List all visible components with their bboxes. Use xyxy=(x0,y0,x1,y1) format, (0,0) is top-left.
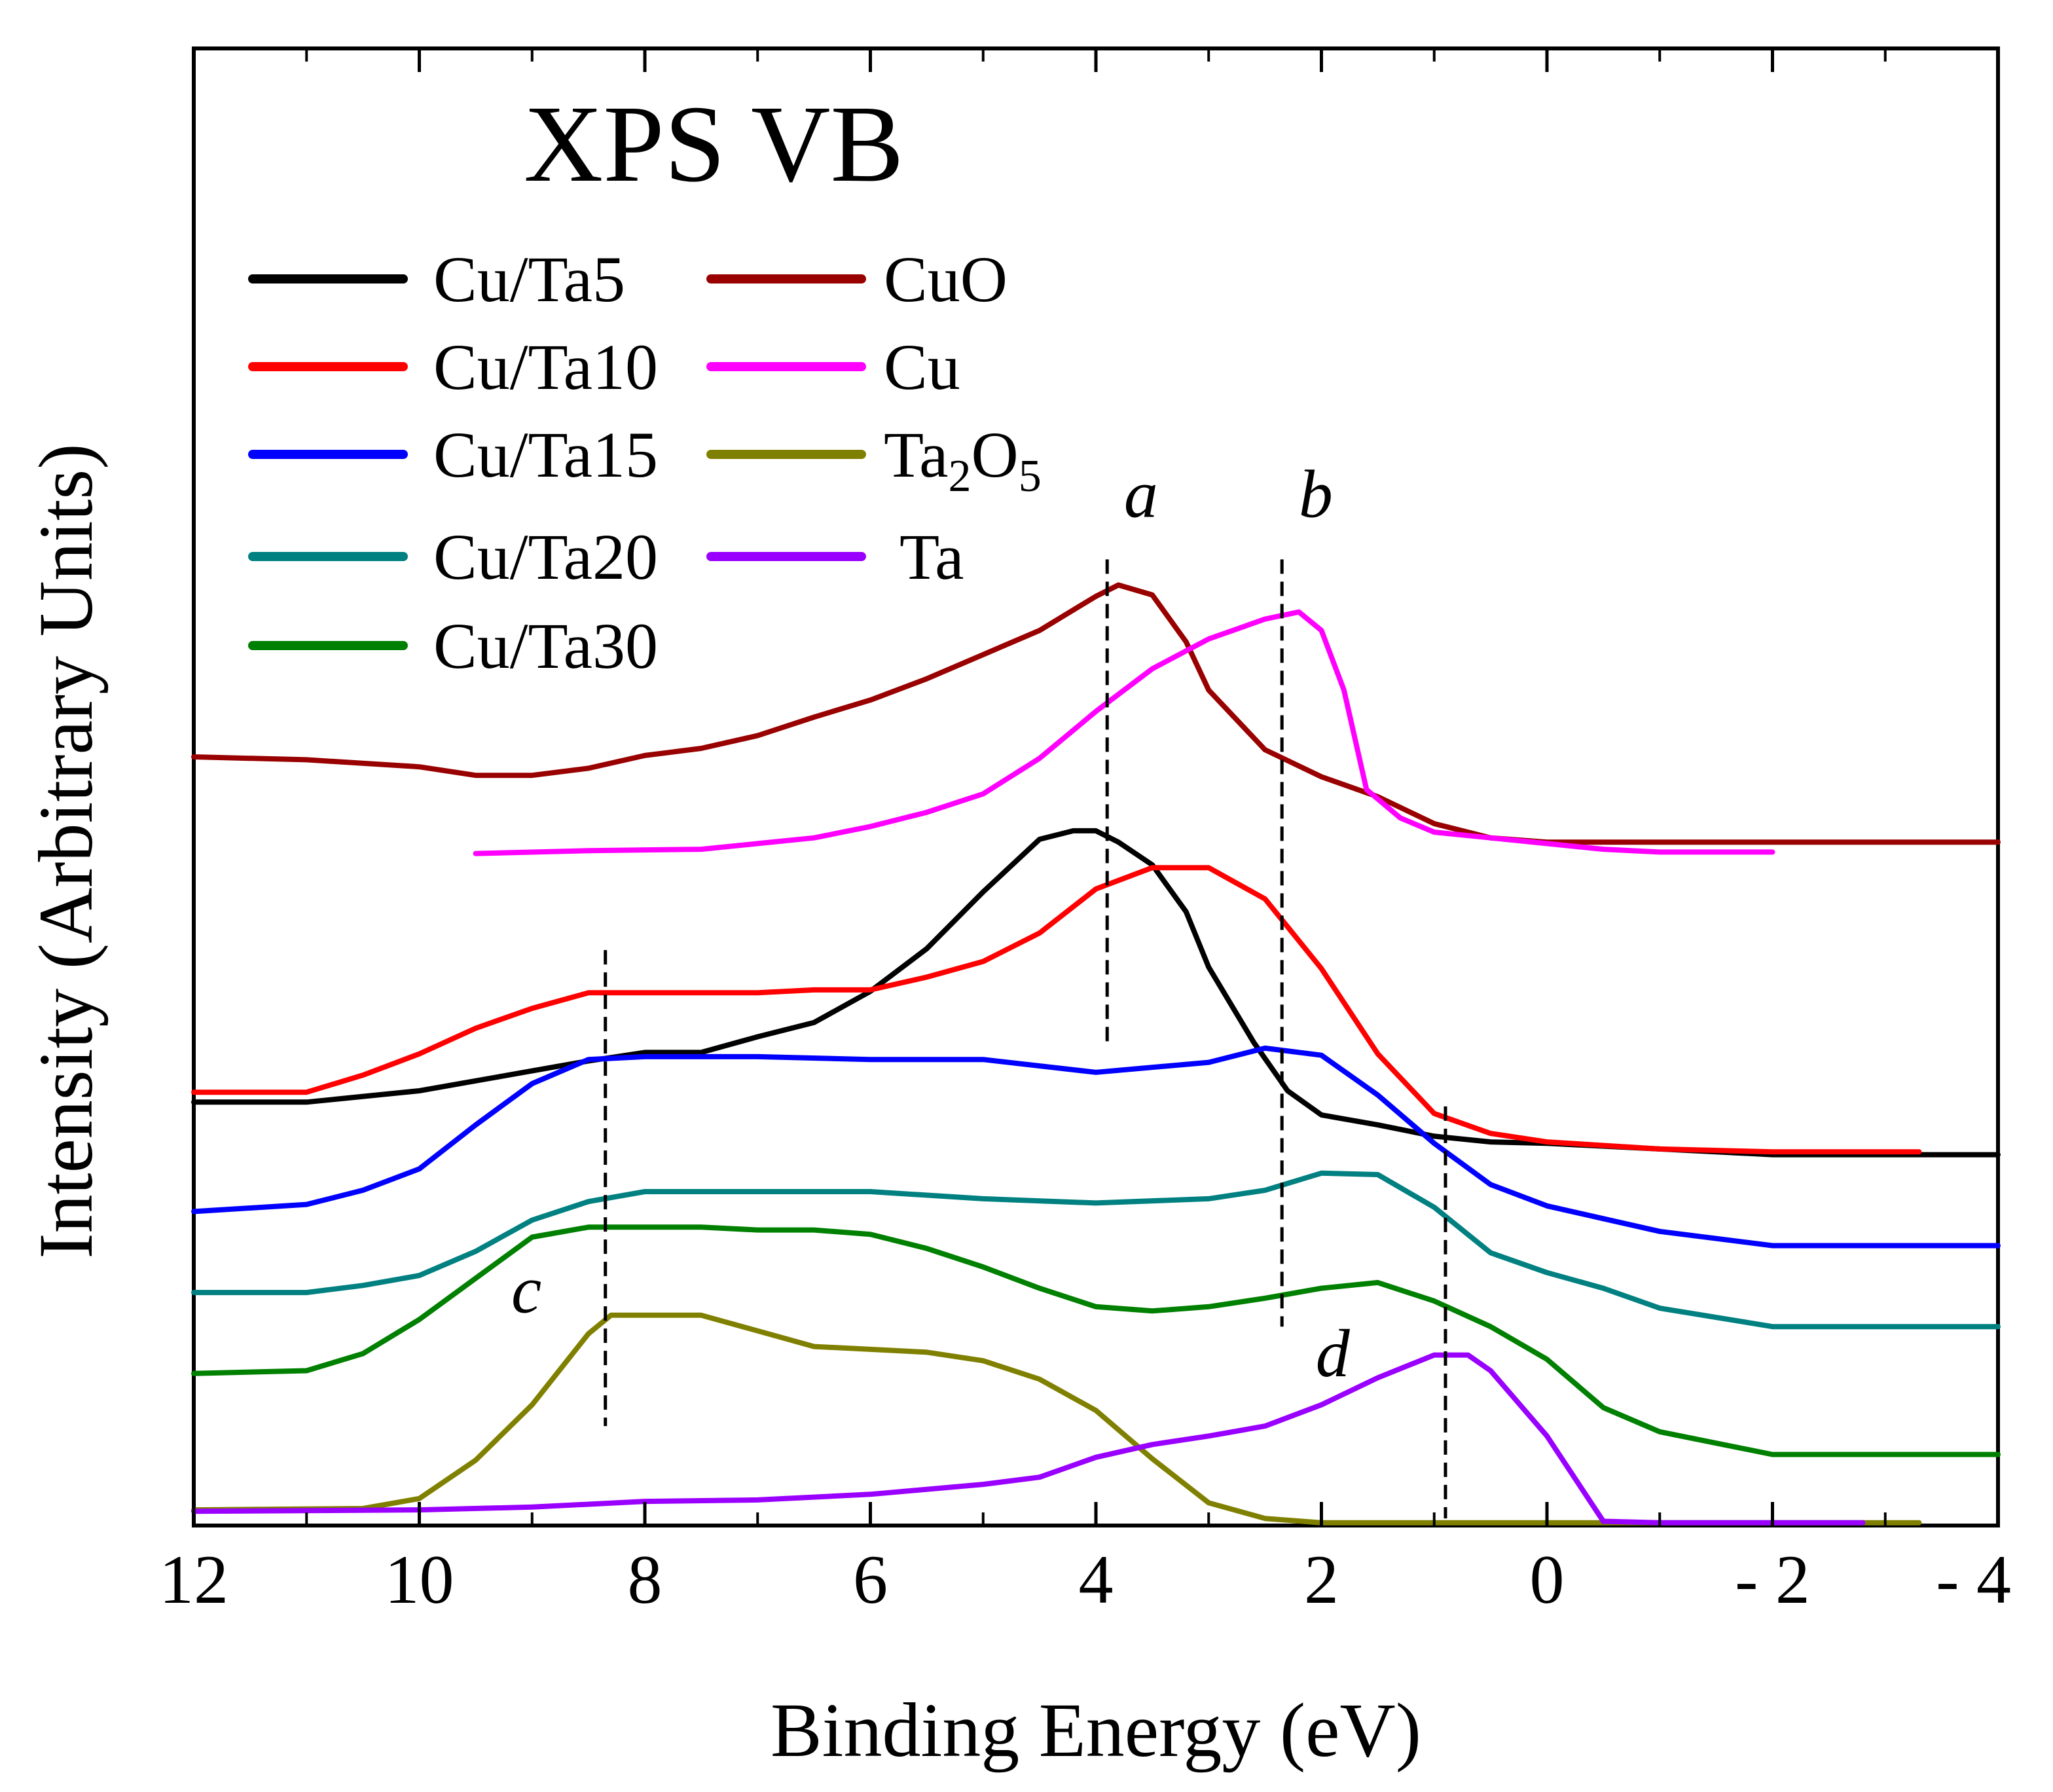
annotation-d: d xyxy=(1316,1316,1351,1391)
legend-label: Cu/Ta15 xyxy=(433,418,658,491)
legend-label: Cu/Ta20 xyxy=(433,521,658,593)
annotation-b: b xyxy=(1299,456,1333,532)
x-tick-label: 0 xyxy=(1530,1541,1565,1618)
x-tick-label: 4 xyxy=(1079,1541,1114,1618)
annotation-c: c xyxy=(511,1253,541,1328)
series-line-ta xyxy=(191,1352,1866,1526)
series-line-cu-ta5 xyxy=(191,828,2001,1158)
x-tick-label: 12 xyxy=(159,1541,228,1618)
legend-label: Ta xyxy=(899,521,964,593)
legend-label: CuO xyxy=(884,243,1008,316)
x-tick-label: - 4 xyxy=(1936,1541,2011,1618)
chart-title: XPS VB xyxy=(524,83,904,205)
series-layer xyxy=(191,582,2001,1526)
x-tick-label: 6 xyxy=(853,1541,888,1618)
x-axis-ticks: 12 10 8 6 4 2 0 - 2 - 4 xyxy=(159,48,2011,1618)
series-line-cu xyxy=(473,609,1775,856)
series-line-cu-ta15 xyxy=(191,1045,2001,1249)
series-line-cu-ta30 xyxy=(191,1224,2001,1457)
series-line-cu-ta10 xyxy=(191,865,1922,1155)
legend: Cu/Ta5 Cu/Ta10 Cu/Ta15 Cu/Ta20 Cu/Ta30 CuO Cu T… xyxy=(248,243,1042,682)
x-axis-title: Binding Energy (eV) xyxy=(771,1687,1421,1773)
legend-label: Cu/Ta30 xyxy=(433,610,658,682)
legend-label: Ta2O5 xyxy=(884,418,1042,502)
series-line-cu-ta20 xyxy=(191,1170,2001,1330)
y-axis-title: Intensity (Arbitrary Units) xyxy=(23,443,109,1258)
x-tick-label: - 2 xyxy=(1735,1541,1810,1618)
x-tick-label: 2 xyxy=(1304,1541,1339,1618)
series-line-ta2o5 xyxy=(191,1312,1922,1526)
legend-label: Cu/Ta10 xyxy=(433,331,658,403)
legend-label: Cu xyxy=(884,331,960,403)
x-tick-label: 8 xyxy=(628,1541,663,1618)
reference-lines: a b c d xyxy=(511,456,1447,1519)
x-tick-label: 10 xyxy=(385,1541,454,1618)
annotation-a: a xyxy=(1124,456,1158,532)
legend-label: Cu/Ta5 xyxy=(433,243,625,316)
